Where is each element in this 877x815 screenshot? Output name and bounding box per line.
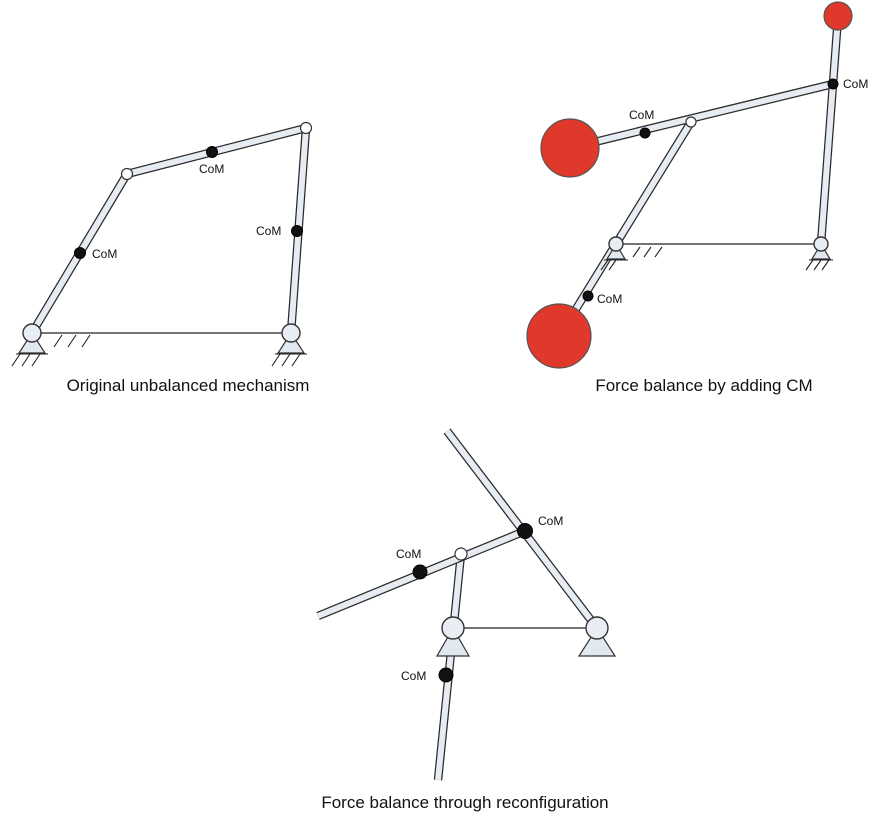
com-marker-rocker xyxy=(291,225,303,237)
com-label-rocker: CoM xyxy=(256,224,281,238)
com-marker-crank xyxy=(74,247,86,259)
fixed-support-left xyxy=(600,236,663,271)
com-marker-coupler xyxy=(206,146,218,158)
panel-counter-mass: CoM CoM CoM Force balance by adding CM xyxy=(526,1,868,395)
com-label-coupler: CoM xyxy=(396,547,421,561)
moving-joint-left xyxy=(685,116,697,128)
crank-link-extended xyxy=(556,119,695,338)
counter-mass-crank xyxy=(526,303,592,369)
counter-mass-rocker xyxy=(823,1,853,31)
fixed-support-left xyxy=(11,323,91,367)
caption-original: Original unbalanced mechanism xyxy=(67,376,310,395)
com-marker-crank xyxy=(582,290,594,302)
ground-pivot-right xyxy=(813,236,829,252)
moving-joint-left xyxy=(120,167,134,181)
ground-pivot-right xyxy=(281,323,301,343)
ground-pivot-left xyxy=(22,323,42,343)
panel-reconfiguration: CoM CoM CoM Force balance through reconf… xyxy=(316,428,617,812)
com-label-crank: CoM xyxy=(597,292,622,306)
caption-counter-mass: Force balance by adding CM xyxy=(595,376,812,395)
com-marker-rocker xyxy=(517,523,533,539)
rocker-link-extended xyxy=(816,16,843,245)
com-label-crank: CoM xyxy=(401,669,426,683)
fixed-support-right xyxy=(271,323,307,367)
com-label-coupler: CoM xyxy=(199,162,224,176)
panel-original-mechanism: CoM CoM CoM Original unbalanced mechanis… xyxy=(11,121,313,395)
com-marker-coupler xyxy=(639,127,651,139)
moving-joint-right xyxy=(299,121,313,135)
com-label-coupler: CoM xyxy=(629,108,654,122)
com-label-rocker: CoM xyxy=(538,514,563,528)
crank-link-extended xyxy=(433,553,466,781)
fixed-support-right xyxy=(805,236,833,271)
counter-mass-coupler xyxy=(540,118,600,178)
ground-pivot-right xyxy=(585,616,609,640)
ground-pivot-left xyxy=(608,236,624,252)
fixed-support-left xyxy=(435,616,471,657)
coupler-link-extended xyxy=(568,79,835,153)
com-marker-crank xyxy=(438,667,454,683)
com-label-rocker: CoM xyxy=(843,77,868,91)
moving-joint-left xyxy=(454,547,468,561)
com-marker-rocker xyxy=(827,78,839,90)
com-marker-coupler xyxy=(412,564,428,580)
ground-pivot-left xyxy=(441,616,465,640)
com-label-crank: CoM xyxy=(92,247,117,261)
caption-reconfiguration: Force balance through reconfiguration xyxy=(321,793,608,812)
fixed-support-right xyxy=(577,616,617,657)
